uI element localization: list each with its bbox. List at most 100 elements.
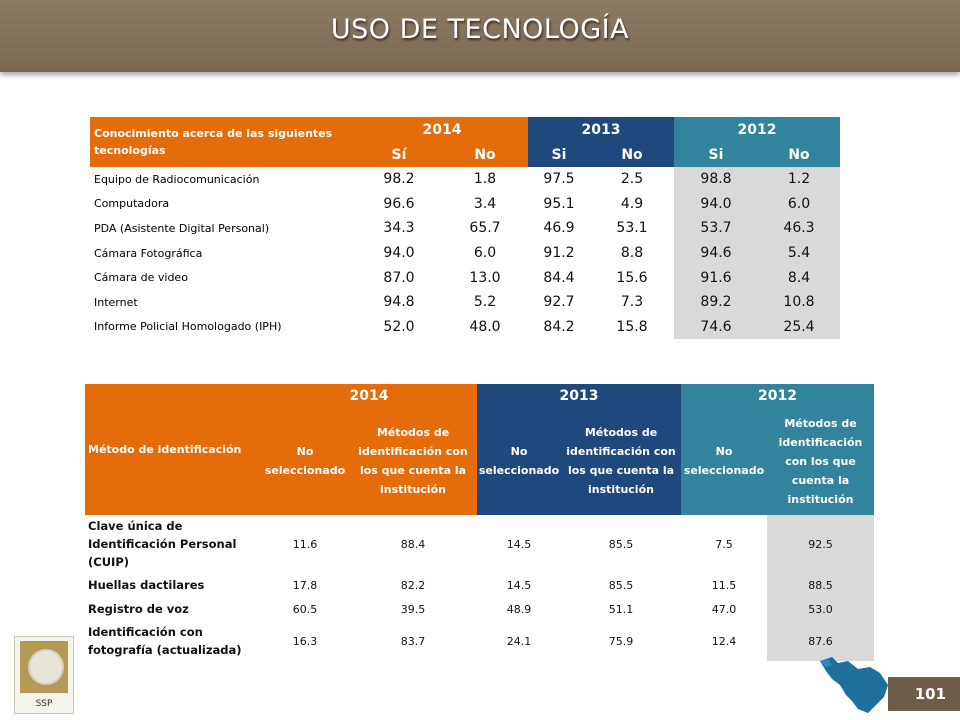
table1-year-2012: 2012 <box>674 117 840 143</box>
value-cell: 98.2 <box>383 171 415 188</box>
table1-row: Cámara Fotográfica 94.0 6.0 91.2 8.8 94.6 5.4 <box>90 240 840 266</box>
table2-sub-not-selected-2014: No seleccionado <box>261 407 349 515</box>
row-label: Cámara Fotográfica <box>94 246 203 260</box>
table2-year-2013: 2013 <box>477 384 681 407</box>
row-label: Computadora <box>94 197 170 211</box>
value-cell: 53.0 <box>767 597 874 621</box>
row-label: PDA (Asistente Digital Personal) <box>94 221 270 235</box>
value-cell: 88.4 <box>400 537 426 551</box>
table1-row: Computadora 96.6 3.4 95.1 4.9 94.0 6.0 <box>90 191 840 217</box>
row-label: Clave única de Identificación Personal (… <box>88 519 237 569</box>
value-cell: 14.5 <box>506 578 532 592</box>
table1-row: Informe Policial Homologado (IPH) 52.0 48.… <box>90 314 840 340</box>
value-cell: 97.5 <box>543 171 575 188</box>
value-cell: 52.0 <box>383 318 415 335</box>
value-cell: 94.6 <box>674 240 758 266</box>
value-cell: 74.6 <box>674 314 758 340</box>
value-cell: 88.5 <box>767 573 874 597</box>
value-cell: 7.3 <box>620 294 644 311</box>
table2-sub-methods-2013: Métodos de identificación con los que cu… <box>561 407 681 515</box>
table1-year-2013: 2013 <box>528 117 674 143</box>
value-cell: 84.4 <box>543 269 575 286</box>
row-label: Registro de voz <box>88 602 189 616</box>
value-cell: 91.6 <box>674 265 758 290</box>
table1-row: PDA (Asistente Digital Personal) 34.3 65.7… <box>90 216 840 241</box>
value-cell: 7.5 <box>715 537 733 551</box>
page-number: 101 <box>914 685 946 703</box>
table2-label: Método de identificación <box>85 384 261 515</box>
value-cell: 10.8 <box>758 289 840 315</box>
identification-method-table: Método de identificación 2014 2013 2012 … <box>85 384 874 661</box>
value-cell: 91.2 <box>543 245 575 262</box>
table1-sub-si-2014: Sí <box>356 143 442 167</box>
table1-sub-no-2013: No <box>590 143 674 167</box>
row-label: Cámara de video <box>94 271 188 285</box>
row-label: Huellas dactilares <box>88 578 205 592</box>
value-cell: 2.5 <box>620 171 644 188</box>
table1-sub-no-2014: No <box>442 143 528 167</box>
row-label: Equipo de Radiocomunicación <box>94 172 260 186</box>
value-cell: 53.7 <box>674 216 758 241</box>
value-cell: 13.0 <box>469 269 501 286</box>
table2-sub-not-selected-2012: No seleccionado <box>681 407 767 515</box>
table2-row: Identificación con fotografía (actualiza… <box>85 621 874 661</box>
value-cell: 60.5 <box>292 602 318 616</box>
table1-year-2014: 2014 <box>356 117 528 143</box>
table1-row: Equipo de Radiocomunicación 98.2 1.8 97.5 2.… <box>90 167 840 192</box>
value-cell: 16.3 <box>292 634 318 648</box>
value-cell: 95.1 <box>543 195 575 212</box>
value-cell: 89.2 <box>674 289 758 315</box>
row-label: Internet <box>94 295 138 309</box>
value-cell: 84.2 <box>543 318 575 335</box>
value-cell: 6.0 <box>473 245 497 262</box>
page-title: USO DE TECNOLOGÍA <box>330 14 630 45</box>
state-map-icon <box>820 657 888 713</box>
table2-row: Clave única de Identificación Personal (… <box>85 515 874 573</box>
value-cell: 34.3 <box>383 220 415 237</box>
value-cell: 39.5 <box>400 602 426 616</box>
value-cell: 85.5 <box>608 578 634 592</box>
value-cell: 12.4 <box>711 634 737 648</box>
table2-row: Huellas dactilares 17.8 82.2 14.5 85.5 11.5 88… <box>85 573 874 597</box>
value-cell: 92.7 <box>543 294 575 311</box>
value-cell: 85.5 <box>608 537 634 551</box>
value-cell: 46.9 <box>543 220 575 237</box>
value-cell: 15.6 <box>616 269 648 286</box>
value-cell: 24.1 <box>506 634 532 648</box>
value-cell: 1.2 <box>758 167 840 192</box>
value-cell: 11.5 <box>711 578 737 592</box>
value-cell: 94.0 <box>383 245 415 262</box>
title-bar: USO DE TECNOLOGÍA <box>0 0 960 72</box>
value-cell: 25.4 <box>758 314 840 340</box>
value-cell: 87.0 <box>383 269 415 286</box>
value-cell: 46.3 <box>758 216 840 241</box>
value-cell: 1.8 <box>473 171 497 188</box>
value-cell: 48.9 <box>506 602 532 616</box>
value-cell: 51.1 <box>608 602 634 616</box>
row-label: Informe Policial Homologado (IPH) <box>94 320 282 334</box>
value-cell: 83.7 <box>400 634 426 648</box>
value-cell: 11.6 <box>292 537 318 551</box>
value-cell: 82.2 <box>400 578 426 592</box>
value-cell: 75.9 <box>608 634 634 648</box>
value-cell: 8.8 <box>620 245 644 262</box>
value-cell: 96.6 <box>383 195 415 212</box>
value-cell: 65.7 <box>469 220 501 237</box>
value-cell: 15.8 <box>616 318 648 335</box>
table1-sub-si-2013: Si <box>528 143 590 167</box>
table1-row: Cámara de video 87.0 13.0 84.4 15.6 91.6 8.4 <box>90 265 840 290</box>
page-number-bar: 101 <box>888 677 960 711</box>
value-cell: 94.8 <box>383 294 415 311</box>
value-cell: 53.1 <box>616 220 648 237</box>
value-cell: 6.0 <box>758 191 840 217</box>
table2-sub-methods-2014: Métodos de identificación con los que cu… <box>349 407 477 515</box>
value-cell: 94.0 <box>674 191 758 217</box>
value-cell: 4.9 <box>620 195 644 212</box>
table2-year-2014: 2014 <box>261 384 477 407</box>
table2-row: Registro de voz 60.5 39.5 48.9 51.1 47.0 53.0 <box>85 597 874 621</box>
value-cell: 14.5 <box>506 537 532 551</box>
technology-knowledge-table: Conocimiento acerca de las siguientes te… <box>90 117 840 340</box>
table2-sub-methods-2012: Métodos de identificación con los que cu… <box>767 407 874 515</box>
value-cell: 17.8 <box>292 578 318 592</box>
value-cell: 3.4 <box>473 195 497 212</box>
